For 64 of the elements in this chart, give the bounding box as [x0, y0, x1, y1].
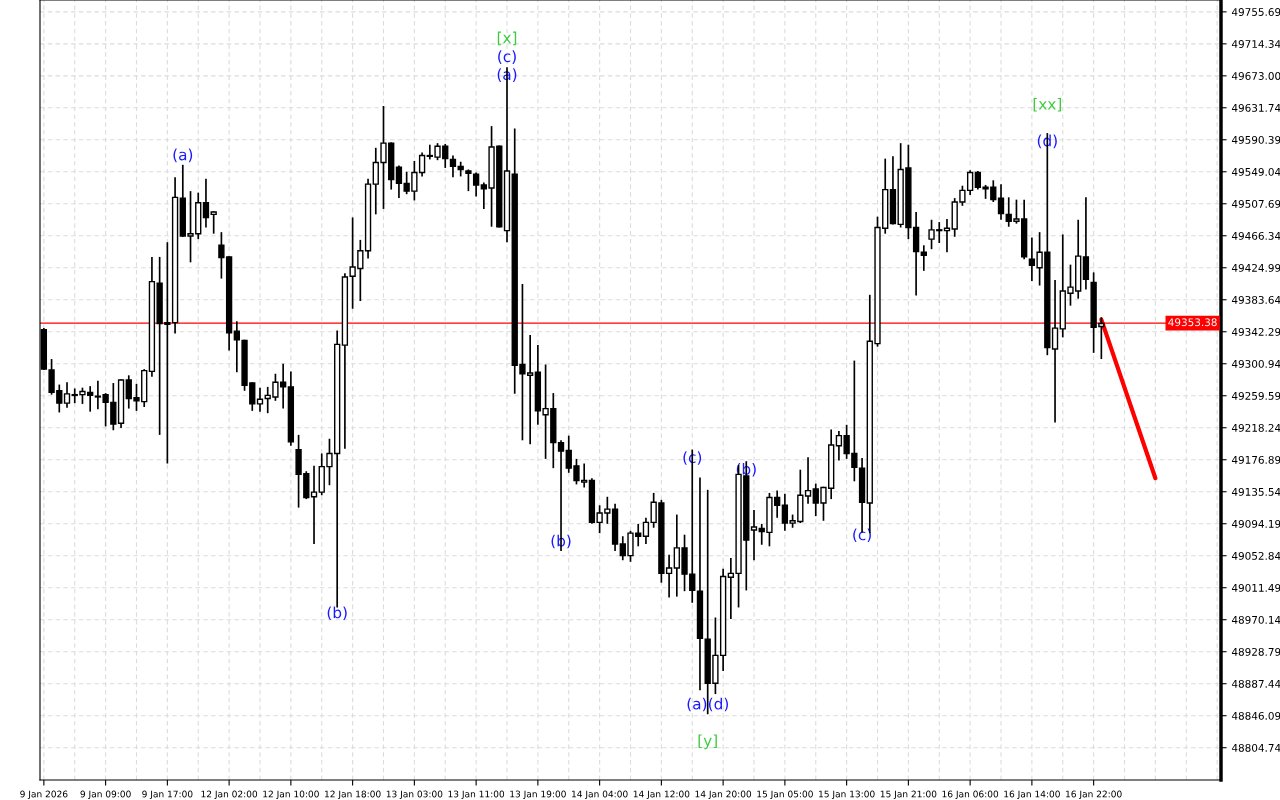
annotation: (c) — [498, 50, 516, 64]
candlestick — [210, 210, 217, 235]
annotation: [xx] — [1033, 97, 1062, 112]
annotation: (b) — [327, 606, 347, 621]
x-tick-label: 16 Jan 22:00 — [1066, 790, 1122, 800]
candlestick — [804, 456, 812, 505]
annotation: (a) — [173, 148, 193, 163]
y-tick-label: 49755.69 — [1231, 8, 1280, 16]
candlestick — [310, 464, 318, 545]
annotation: [y] — [698, 734, 717, 750]
y-tick-label: 48804.74 — [1231, 743, 1280, 752]
candlestick — [920, 244, 927, 272]
y-tick-label: 49176.89 — [1231, 455, 1280, 464]
y-tick-label: 49590.39 — [1231, 135, 1280, 144]
y-tick-label: 48887.44 — [1231, 679, 1280, 688]
y-tick-label: 48846.09 — [1231, 711, 1280, 720]
x-tick-label: 9 Jan 2026 — [20, 790, 68, 800]
x-tick-label: 13 Jan 19:00 — [510, 790, 566, 800]
x-tick-label: 12 Jan 10:00 — [263, 790, 319, 800]
y-tick-label: 49342.29 — [1231, 327, 1280, 336]
y-tick-label: 49714.34 — [1231, 40, 1280, 48]
candlestick — [997, 183, 1005, 221]
x-tick-label: 15 Jan 05:00 — [757, 790, 813, 800]
candlestick — [449, 154, 457, 179]
x-tick-label: 14 Jan 04:00 — [572, 790, 628, 800]
x-tick-label: 9 Jan 09:00 — [80, 790, 131, 800]
annotation: (a) — [687, 697, 707, 712]
y-tick-label: 49507.69 — [1231, 199, 1280, 208]
y-tick-label: 49259.59 — [1231, 391, 1280, 400]
candlestick — [256, 386, 264, 413]
x-tick-label: 14 Jan 12:00 — [633, 790, 690, 800]
y-tick-label: 49135.54 — [1231, 487, 1280, 496]
y-tick-label: 49631.74 — [1231, 103, 1280, 112]
candlestick — [750, 509, 758, 562]
y-tick-label: 48928.79 — [1231, 647, 1280, 656]
ref-line-label: 49353.38 — [1168, 318, 1217, 327]
x-tick-label: 12 Jan 02:00 — [201, 790, 258, 800]
x-tick-label: 9 Jan 17:00 — [142, 790, 193, 800]
x-tick-label: 14 Jan 20:00 — [695, 790, 752, 800]
annotation: [x] — [497, 31, 517, 46]
x-tick-label: 13 Jan 03:00 — [386, 790, 443, 800]
y-tick-label: 49466.34 — [1231, 231, 1280, 240]
x-tick-label: 12 Jan 18:00 — [325, 790, 381, 800]
y-tick-label: 48970.14 — [1231, 615, 1280, 624]
candlestick — [63, 381, 71, 409]
x-tick-label: 15 Jan 13:00 — [819, 790, 875, 800]
y-tick-label: 49300.94 — [1231, 359, 1280, 368]
y-tick-label: 49094.19 — [1231, 519, 1280, 528]
y-tick-label: 49424.99 — [1231, 263, 1280, 272]
y-tick-label: 49011.49 — [1231, 583, 1280, 592]
candlestick — [1051, 279, 1059, 424]
y-tick-label: 49549.04 — [1231, 167, 1280, 176]
x-tick-label: 15 Jan 21:00 — [880, 790, 937, 800]
x-tick-label: 16 Jan 06:00 — [942, 790, 999, 800]
x-tick-label: 13 Jan 11:00 — [448, 790, 505, 800]
x-tick-label: 16 Jan 14:00 — [1004, 790, 1060, 800]
annotation: (d) — [709, 697, 728, 712]
y-tick-label: 49383.64 — [1231, 295, 1280, 304]
y-tick-label: 49052.84 — [1231, 551, 1280, 560]
candlestick — [233, 320, 240, 374]
candlestick — [202, 177, 210, 229]
y-tick-label: 49673.00 — [1231, 72, 1280, 80]
candlestick — [1082, 196, 1090, 291]
y-tick-label: 49218.24 — [1231, 423, 1280, 432]
